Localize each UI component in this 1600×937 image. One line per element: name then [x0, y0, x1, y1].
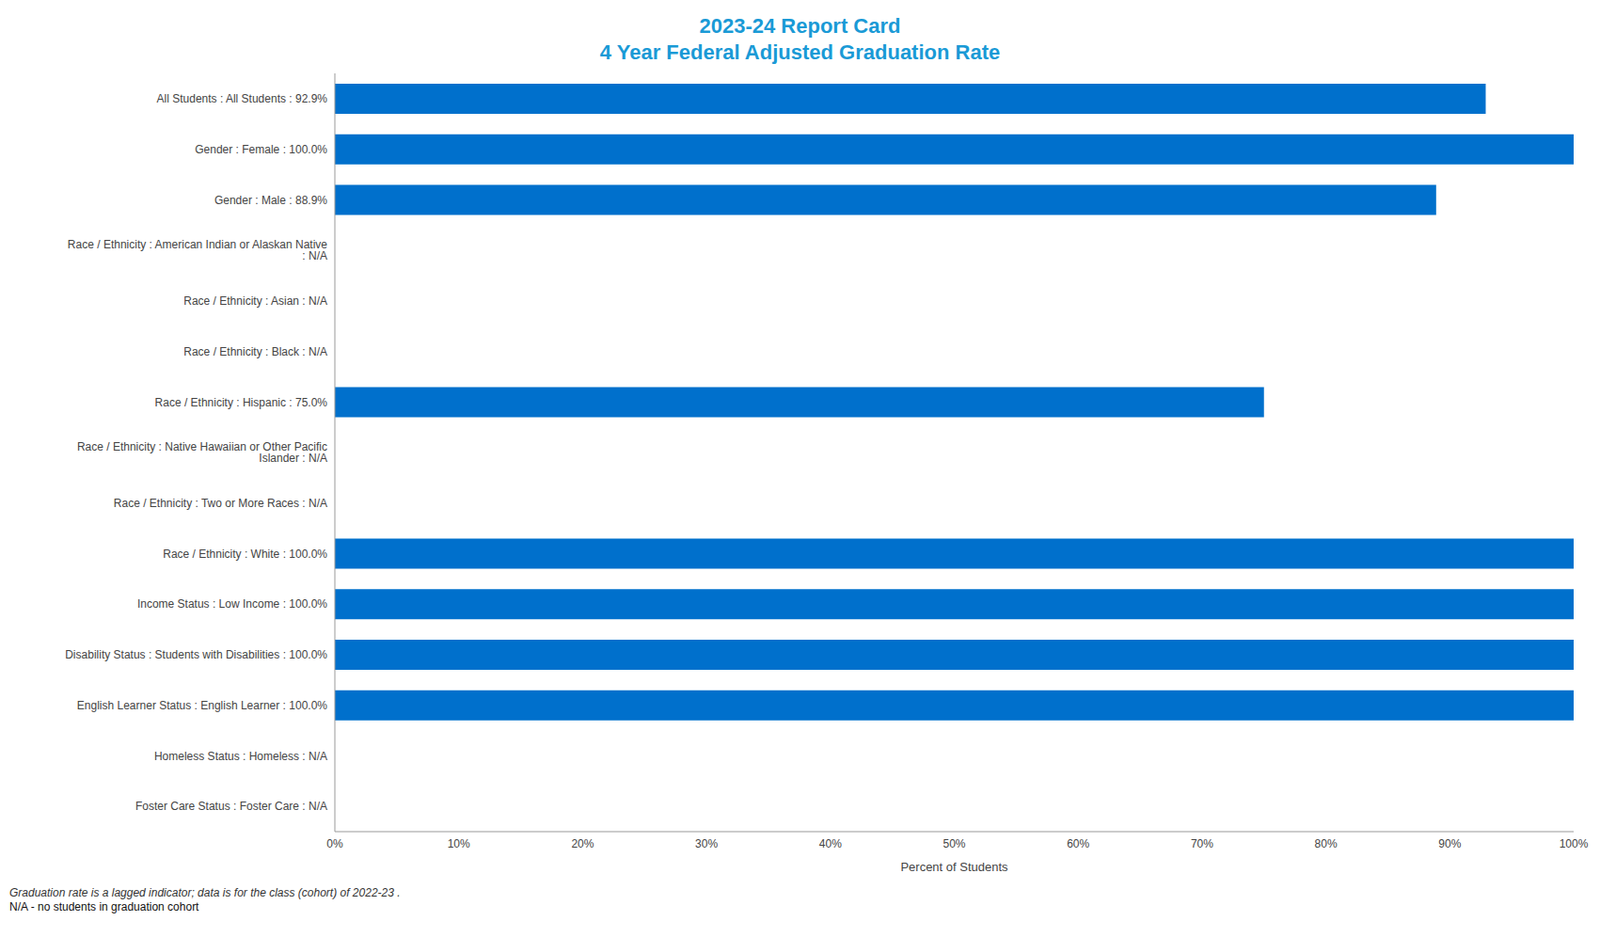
html-text:2023-24 Report Card: 2023-24 Report Card	[699, 14, 901, 38]
svg-text:20%: 20%	[570, 837, 594, 851]
svg-text:30%: 30%	[695, 837, 718, 851]
svg-text:Gender : Female : 100.0%: Gender : Female : 100.0%	[194, 142, 328, 157]
svg-text:90%: 90%	[1438, 837, 1461, 851]
svg-text:English Learner Status : Engli: English Learner Status : English Learner…	[77, 698, 328, 713]
html-text:N/A - no students in graduatio: N/A - no students in graduation cohort	[9, 900, 199, 914]
html-text:4 Year Federal Adjusted Gradua: 4 Year Federal Adjusted Graduation Rate	[599, 40, 1001, 64]
svg-text:All Students : All Students :: All Students : All Students : 92.9%	[157, 92, 329, 106]
svg-text:Disability Status : Students w: Disability Status : Students with Disabi…	[64, 648, 328, 662]
svg-text:10%: 10%	[447, 837, 471, 851]
svg-text:Race / Ethnicity : Hispanic :: Race / Ethnicity : Hispanic : 75.0%	[155, 396, 329, 410]
svg-text:Homeless Status : Homeless : N: Homeless Status : Homeless : N/A	[154, 749, 328, 763]
svg-text:40%: 40%	[819, 837, 842, 851]
svg-text:100%: 100%	[1559, 837, 1589, 851]
svg-text:Gender : Male : 88.9%: Gender : Male : 88.9%	[214, 193, 328, 207]
svg-text:Race / Ethnicity : Native Hawa: Race / Ethnicity : Native Hawaiian or Ot…	[77, 440, 328, 465]
html-text:Graduation rate is a lagged in: Graduation rate is a lagged indicator; d…	[9, 886, 401, 900]
svg-text:50%: 50%	[942, 837, 966, 851]
svg-text:Race / Ethnicity : Asian : N/A: Race / Ethnicity : Asian : N/A	[183, 294, 328, 308]
svg-text:Race / Ethnicity : Two or More: Race / Ethnicity : Two or More Races : N…	[113, 496, 328, 510]
svg-text:60%: 60%	[1066, 837, 1090, 851]
svg-text:Race / Ethnicity : American In: Race / Ethnicity : American Indian or Al…	[67, 237, 328, 263]
svg-text:70%: 70%	[1190, 837, 1214, 851]
svg-text:0%: 0%	[326, 837, 344, 851]
svg-text:Income Status : Low Income : 1: Income Status : Low Income : 100.0%	[137, 597, 328, 611]
svg-text:Race / Ethnicity : White : 100: Race / Ethnicity : White : 100.0%	[162, 547, 328, 561]
svg-text:Percent of Students: Percent of Students	[900, 859, 1009, 874]
svg-text:80%: 80%	[1314, 837, 1338, 851]
svg-text:Race / Ethnicity : Black : N/A: Race / Ethnicity : Black : N/A	[183, 345, 328, 359]
svg-text:Foster Care Status : Foster Ca: Foster Care Status : Foster Care : N/A	[135, 799, 328, 813]
